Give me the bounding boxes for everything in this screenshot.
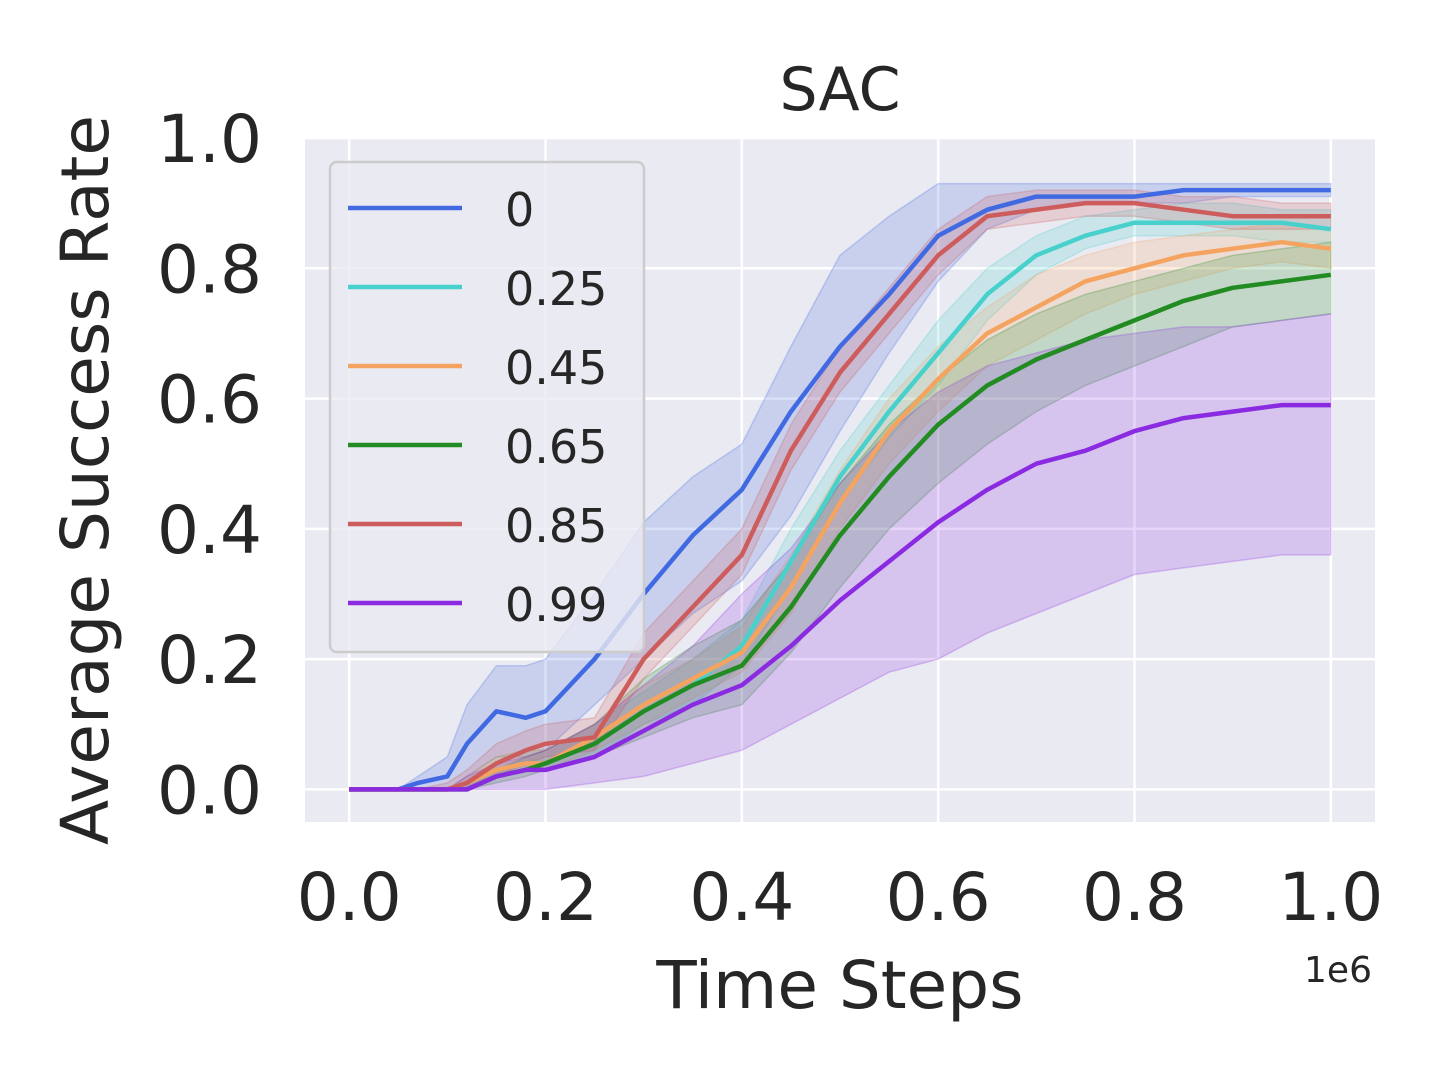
- tick-labels: 0.0 0.2 0.4 0.6 0.8 1.0 0.0 0.2 0.4 0.6 0.8 1.0: [157, 101, 1383, 936]
- chart-title: SAC: [779, 55, 900, 125]
- legend-label-0-99: 0.99: [505, 578, 607, 632]
- legend-label-0-65: 0.65: [505, 420, 607, 474]
- x-tick-label: 0.2: [493, 859, 598, 936]
- series-line-0-85: [349, 200, 1331, 792]
- y-tick-label: 0.6: [157, 362, 262, 439]
- y-tick-label: 0.2: [157, 622, 262, 699]
- x-axis-offset-label: 1e6: [1304, 950, 1372, 991]
- series-lines: [349, 187, 1332, 792]
- legend-label-0: 0: [505, 183, 534, 237]
- legend-frame: [328, 160, 646, 654]
- legend-label-0-85: 0.85: [505, 499, 607, 553]
- x-tick-label: 1.0: [1278, 859, 1383, 936]
- series-line-0-99: [349, 402, 1331, 792]
- y-axis-label: Average Success Rate: [47, 115, 124, 845]
- x-tick-label: 0.8: [1082, 859, 1187, 936]
- y-tick-label: 0.4: [157, 492, 262, 569]
- y-tick-label: 0.8: [157, 231, 262, 308]
- y-tick-label: 1.0: [157, 101, 262, 178]
- band-0-99: [349, 313, 1332, 791]
- x-tick-label: 0.0: [297, 859, 402, 936]
- series-line-0: [349, 187, 1331, 792]
- x-axis-label: Time Steps: [655, 947, 1023, 1024]
- x-tick-label: 0.6: [886, 859, 991, 936]
- legend-items: 0 0.25 0.45 0.65 0.85 0.99: [348, 183, 607, 632]
- legend: 0 0.25 0.45 0.65 0.85 0.99: [328, 160, 646, 654]
- y-tick-label: 0.0: [157, 752, 262, 829]
- x-tick-label: 0.4: [689, 859, 794, 936]
- legend-label-0-25: 0.25: [505, 262, 607, 316]
- legend-label-0-45: 0.45: [505, 341, 607, 395]
